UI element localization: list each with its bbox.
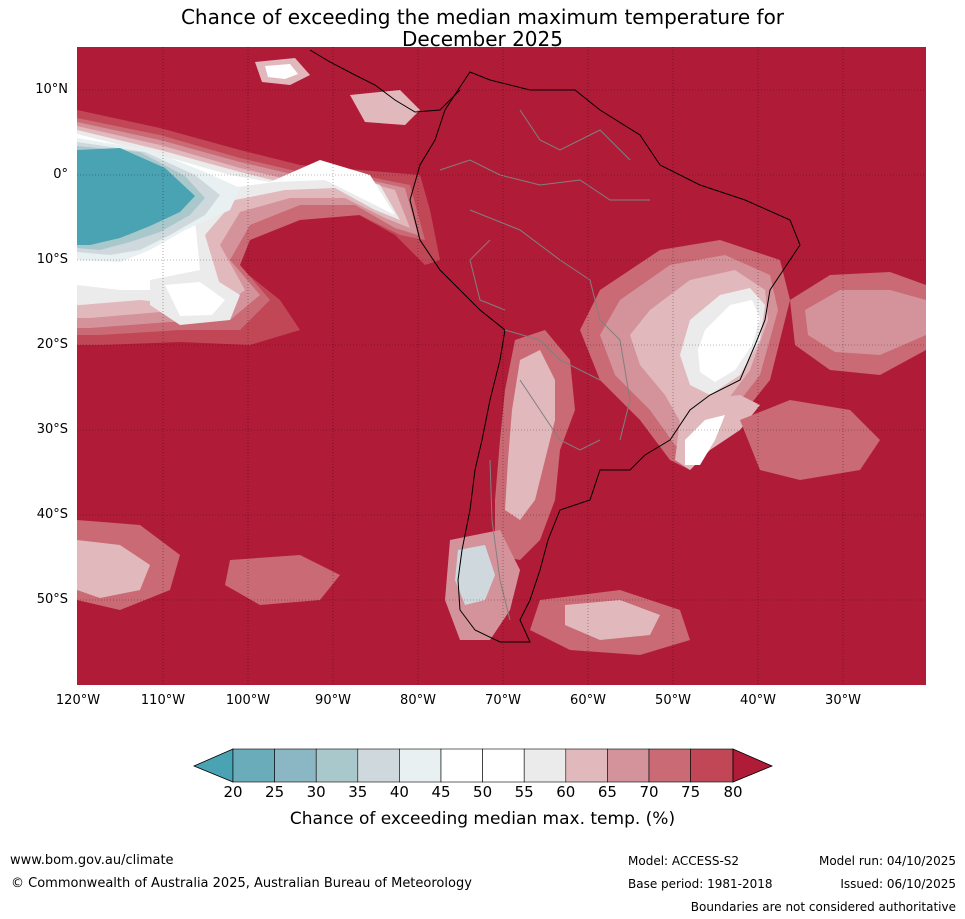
lat-label-10n: 10°N bbox=[35, 82, 68, 97]
colorbar-tick-65: 65 bbox=[597, 783, 617, 801]
graticule bbox=[77, 47, 926, 685]
atlantic-patch-65 bbox=[805, 290, 926, 355]
patagonia-50 bbox=[455, 545, 495, 605]
colorbar-segment-40-45 bbox=[399, 748, 442, 783]
lon-label-40w: 40°W bbox=[740, 693, 776, 708]
lat-label-10s: 10°S bbox=[36, 252, 68, 267]
colorbar-label: Chance of exceeding median max. temp. (%… bbox=[289, 809, 676, 829]
model-run-date: Model run: 04/10/2025 bbox=[818, 854, 956, 868]
north-pacific-patch-white bbox=[265, 64, 298, 79]
lon-label-100w: 100°W bbox=[225, 693, 271, 708]
colorbar-segment-20-25 bbox=[232, 748, 275, 783]
atlantic-south-70 bbox=[740, 400, 880, 480]
lon-label-60w: 60°W bbox=[570, 693, 606, 708]
lat-label-0: 0° bbox=[53, 167, 68, 182]
colorbar-tick-30: 30 bbox=[306, 783, 326, 801]
colorbar-segment-25-30 bbox=[274, 748, 317, 783]
south-america-coastline bbox=[409, 71, 801, 643]
colorbar-tick-55: 55 bbox=[514, 783, 534, 801]
colorbar-segment-55-60 bbox=[523, 748, 567, 783]
colorbar-tick-35: 35 bbox=[348, 783, 368, 801]
probability-field bbox=[77, 47, 926, 685]
colorbar-segment-30-35 bbox=[315, 748, 359, 783]
colorbar-tick-45: 45 bbox=[431, 783, 451, 801]
base-period: Base period: 1981-2018 bbox=[628, 877, 773, 891]
colorbar-tick-80: 80 bbox=[723, 783, 743, 801]
andes-60 bbox=[505, 350, 555, 520]
chart-title-line-2: December 2025 bbox=[402, 27, 563, 51]
pacific-tongue-low bbox=[77, 148, 195, 245]
copyright-notice: © Commonwealth of Australia 2025, Austra… bbox=[11, 876, 472, 891]
lon-label-90w: 90°W bbox=[315, 693, 351, 708]
colorbar-segment-50-55 bbox=[482, 748, 525, 783]
colorbar-segment-75-80 bbox=[690, 748, 734, 783]
colorbar-tick-40: 40 bbox=[389, 783, 409, 801]
colorbar-low-arrow bbox=[192, 748, 234, 783]
colorbar-tick-70: 70 bbox=[639, 783, 659, 801]
panama-patch bbox=[350, 90, 420, 125]
colorbar-segment-70-75 bbox=[648, 748, 691, 783]
se-pacific-60 bbox=[77, 540, 150, 598]
colorbar-segment-45-50 bbox=[440, 748, 483, 783]
colorbar-tick-75: 75 bbox=[681, 783, 701, 801]
colorbar bbox=[192, 748, 774, 783]
lon-label-50w: 50°W bbox=[655, 693, 691, 708]
central-america-coastline bbox=[309, 49, 461, 113]
country-borders bbox=[439, 109, 650, 621]
lat-label-30s: 30°S bbox=[36, 422, 68, 437]
lon-label-70w: 70°W bbox=[485, 693, 521, 708]
lat-label-20s: 20°S bbox=[36, 337, 68, 352]
colorbar-tick-60: 60 bbox=[556, 783, 576, 801]
model-name: Model: ACCESS-S2 bbox=[628, 854, 740, 868]
chart-title-line-1: Chance of exceeding the median maximum t… bbox=[180, 5, 785, 29]
boundaries-disclaimer: Boundaries are not considered authoritat… bbox=[690, 900, 956, 914]
sw-pacific-patch-70 bbox=[225, 555, 340, 605]
south-atlantic-60 bbox=[565, 600, 660, 640]
lat-label-50s: 50°S bbox=[36, 592, 68, 607]
brazil-coast-50 bbox=[685, 415, 725, 465]
colorbar-tick-25: 25 bbox=[265, 783, 285, 801]
colorbar-segment-35-40 bbox=[357, 748, 400, 783]
lon-label-30w: 30°W bbox=[825, 693, 861, 708]
lon-label-80w: 80°W bbox=[400, 693, 436, 708]
lon-label-120w: 120°W bbox=[55, 693, 101, 708]
lat-label-40s: 40°S bbox=[36, 507, 68, 522]
colorbar-segment-60-65 bbox=[565, 748, 608, 783]
colorbar-high-arrow bbox=[732, 748, 774, 783]
pacific-patch-50 bbox=[165, 282, 225, 316]
issued-date: Issued: 06/10/2025 bbox=[840, 877, 956, 891]
brazil-50 bbox=[698, 300, 760, 382]
colorbar-tick-20: 20 bbox=[223, 783, 243, 801]
colorbar-segment-65-70 bbox=[607, 748, 650, 783]
website-link[interactable]: www.bom.gov.au/climate bbox=[10, 853, 174, 868]
colorbar-tick-50: 50 bbox=[473, 783, 493, 801]
lon-label-110w: 110°W bbox=[140, 693, 186, 708]
